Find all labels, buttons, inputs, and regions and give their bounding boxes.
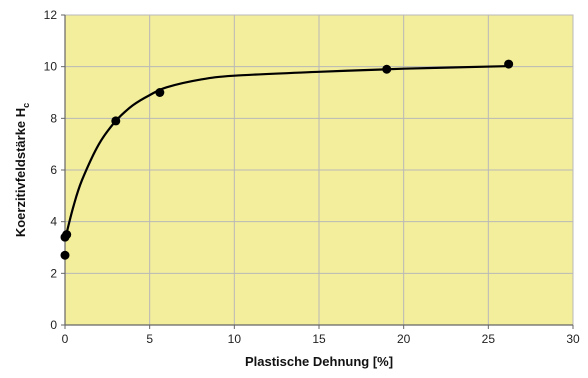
data-point: [62, 230, 72, 240]
y-tick-labels: 0 2 4 6 8 10 12: [44, 8, 58, 332]
y-axis-label-main: Koerzitivfeldstärke H: [13, 108, 28, 237]
y-axis-label: Koerzitivfeldstärke Hc: [13, 103, 31, 237]
y-axis-label-subscript: c: [21, 103, 31, 108]
x-tick-label: 0: [62, 332, 69, 346]
y-tick-label: 0: [50, 318, 57, 332]
y-tick-label: 2: [50, 266, 57, 280]
trend-line: [63, 65, 506, 241]
x-tick-label: 15: [312, 332, 326, 346]
y-tick-label: 12: [44, 8, 58, 22]
x-tick-label: 25: [482, 332, 496, 346]
x-axis-label: Plastische Dehnung [%]: [245, 354, 393, 369]
data-point: [111, 116, 121, 126]
x-tick-label: 5: [146, 332, 153, 346]
data-points: [60, 59, 514, 260]
x-tick-label: 20: [397, 332, 411, 346]
data-point: [155, 88, 165, 97]
y-tick-label: 6: [50, 163, 57, 177]
x-tick-label: 10: [228, 332, 242, 346]
data-point: [382, 64, 392, 74]
axes: [61, 14, 574, 329]
x-tick-labels: 0 5 10 15 20 25 30: [62, 332, 580, 346]
y-tick-label: 8: [50, 111, 57, 125]
y-tick-label: 4: [50, 215, 57, 229]
data-point: [504, 59, 514, 69]
data-point: [60, 250, 70, 260]
x-tick-label: 30: [566, 332, 580, 346]
y-tick-label: 10: [44, 60, 58, 74]
